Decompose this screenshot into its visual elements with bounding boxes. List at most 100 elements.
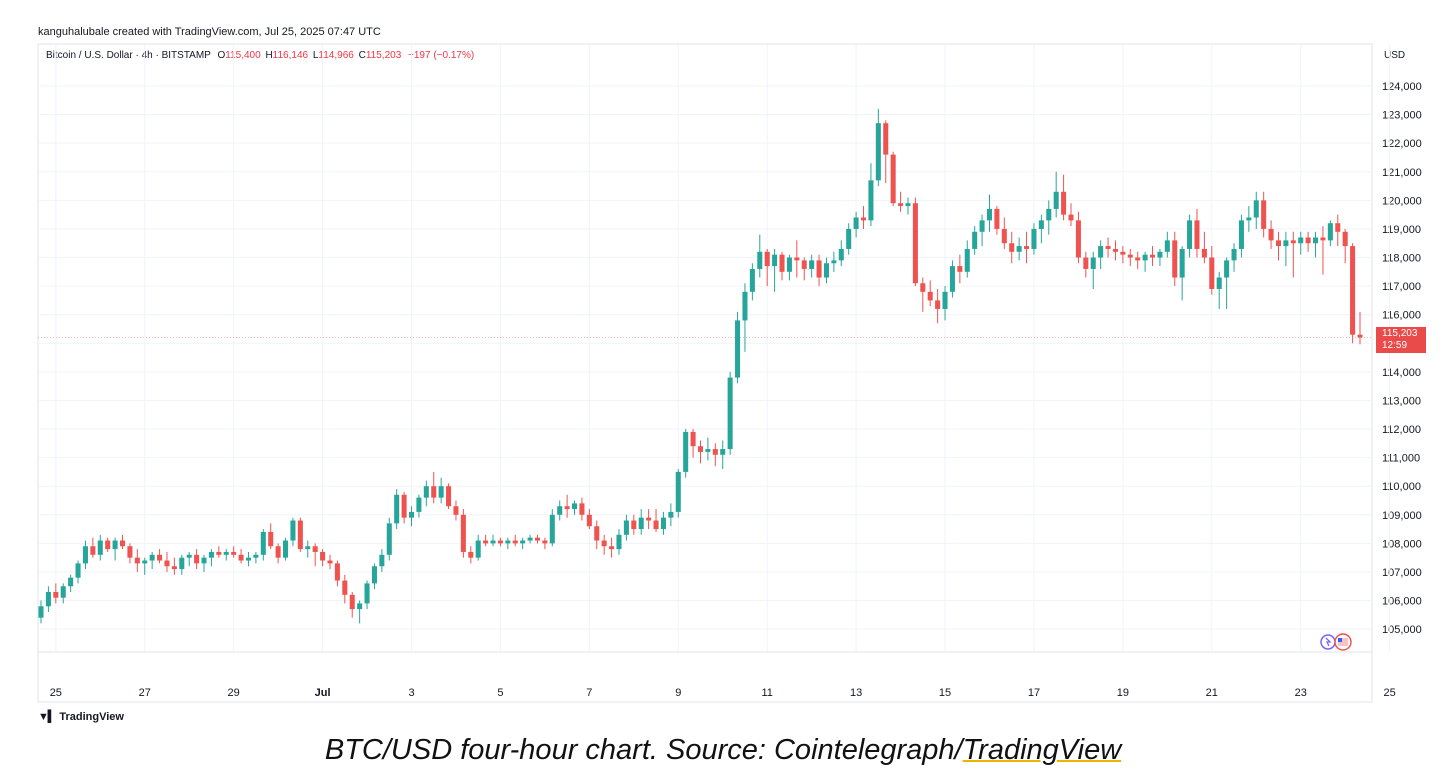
candle-body [816, 260, 822, 278]
candle-body [179, 557, 185, 570]
candle-body [1313, 237, 1319, 244]
candle-body [1038, 220, 1044, 229]
candle-body [957, 266, 963, 272]
y-tick-label: 108,000 [1382, 538, 1422, 550]
candle-body [1001, 228, 1007, 244]
candle-body [927, 291, 933, 301]
candle-body [1127, 254, 1133, 258]
candle-body [779, 254, 785, 272]
events-badge-icon[interactable] [1316, 632, 1356, 652]
candle-body [386, 523, 392, 555]
candle-body [1327, 223, 1333, 241]
candle-body [1142, 254, 1148, 261]
candle-body [238, 554, 244, 561]
candle-body [853, 217, 859, 229]
candle-body [342, 580, 348, 595]
candle-body [1149, 254, 1156, 258]
candle-body [105, 540, 111, 550]
candle-body [327, 560, 333, 564]
candle-body [646, 517, 652, 521]
candle-body [208, 551, 214, 558]
candle-body [697, 446, 704, 452]
candle-body [890, 154, 896, 204]
candle-body [846, 228, 852, 249]
candle-body [557, 506, 563, 515]
y-tick-label: 105,000 [1382, 624, 1422, 636]
candle-body [312, 546, 318, 552]
candle-body [875, 123, 881, 181]
candle-body [861, 217, 867, 221]
x-tick-label: 23 [1295, 687, 1307, 699]
candle-body [1253, 200, 1259, 218]
candle-body [320, 551, 326, 561]
candle-body [727, 377, 733, 450]
candle-body [572, 503, 578, 510]
candle-body [253, 554, 259, 558]
x-tick-label: 7 [586, 687, 592, 699]
candle-body [1075, 220, 1081, 258]
y-tick-label: 107,000 [1382, 567, 1422, 579]
candle-body [668, 511, 674, 518]
candle-body [1068, 214, 1074, 221]
candle-body [786, 257, 792, 272]
candle-body [1135, 257, 1141, 261]
candle-body [460, 514, 466, 552]
low-value: 114,966 [318, 50, 354, 61]
candle-body [1120, 251, 1126, 255]
x-tick-label: 17 [1028, 687, 1040, 699]
candle-body [475, 540, 481, 558]
candle-body [994, 208, 1000, 229]
candle-body [764, 251, 770, 267]
candle-body [1024, 246, 1030, 249]
candle-body [527, 537, 533, 541]
candle-body [712, 449, 718, 455]
candle-body [164, 560, 170, 567]
close-value: 115,203 [365, 50, 402, 61]
candle-body [1187, 220, 1193, 249]
candle-body [119, 540, 126, 547]
candle-body [1335, 223, 1341, 232]
candle-body [290, 520, 296, 541]
candle-body [260, 531, 266, 555]
candle-body [201, 557, 207, 564]
x-tick-label: 3 [408, 687, 414, 699]
candle-body [1157, 251, 1163, 258]
candle-body [794, 257, 800, 261]
candle-body [357, 603, 363, 610]
candlestick-chart[interactable]: 124,000 123,000 122,000 121,000 120,000 119,0… [0, 0, 1446, 720]
candle-body [297, 520, 303, 550]
candle-body [675, 471, 681, 512]
candle-body [1164, 240, 1170, 252]
last-price-value: 115,203 [1382, 328, 1418, 339]
candle-body [497, 540, 503, 544]
candle-body [112, 540, 118, 550]
y-tick-label: 113,000 [1382, 395, 1421, 407]
candle-body [1112, 248, 1118, 252]
candle-body [334, 563, 340, 581]
x-tick-label: 9 [675, 687, 681, 699]
y-tick-label: 106,000 [1382, 596, 1422, 608]
x-tick-label: 25 [50, 687, 62, 699]
candle-body [423, 486, 429, 498]
candle-body [1016, 246, 1022, 252]
candle-body [549, 514, 555, 544]
caption-text: BTC/USD four-hour chart. Source: Cointel… [324, 734, 963, 766]
candle-body [720, 449, 726, 455]
candle-body [809, 260, 815, 269]
candle-body [1350, 246, 1356, 335]
candle-body [1031, 228, 1037, 249]
candle-body [431, 486, 437, 498]
candle-body [216, 551, 222, 555]
x-tick-label: 29 [228, 687, 240, 699]
candle-body [68, 577, 74, 587]
candle-body [490, 540, 496, 544]
y-tick-label: 114,000 [1382, 367, 1421, 379]
low-label: L [312, 50, 319, 61]
candle-body [97, 540, 103, 555]
tradingview-logo[interactable]: ▼▍ TradingView [38, 710, 124, 724]
candle-body [542, 540, 548, 544]
candle-body [801, 260, 807, 269]
x-tick-label: Jul [315, 687, 331, 699]
caption-link[interactable]: TradingView [962, 734, 1122, 766]
y-tick-label: 116,000 [1382, 310, 1421, 322]
